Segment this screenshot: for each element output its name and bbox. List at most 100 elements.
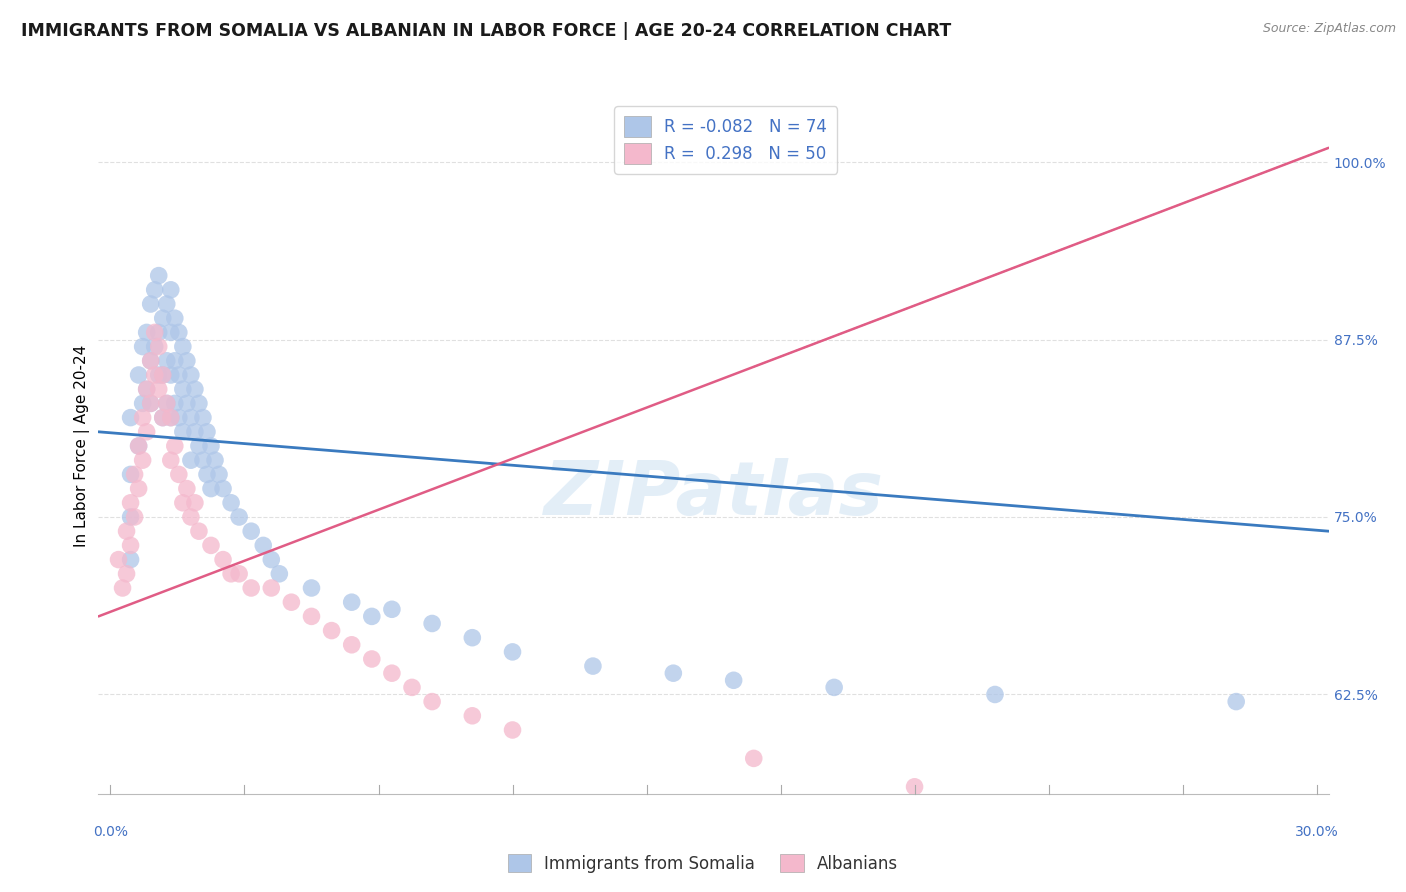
Point (159, 326, 181, 340)
Point (159, 368, 181, 382)
Point (124, 510, 146, 524)
Point (139, 396, 162, 410)
Point (131, 340, 153, 354)
Point (260, 581, 283, 595)
Point (176, 396, 198, 410)
Point (461, 708, 484, 723)
Point (156, 396, 179, 410)
Point (172, 496, 194, 510)
Point (111, 581, 134, 595)
Point (401, 681, 423, 695)
Point (159, 410, 181, 425)
Point (143, 368, 166, 382)
Point (228, 566, 250, 581)
Point (191, 410, 214, 425)
Point (461, 631, 484, 645)
Point (163, 353, 186, 368)
Point (187, 396, 209, 410)
Point (115, 566, 138, 581)
Point (120, 510, 142, 524)
Point (172, 340, 194, 354)
Point (212, 552, 235, 566)
Point (120, 552, 142, 566)
Point (167, 410, 190, 425)
Point (143, 283, 166, 297)
Point (128, 439, 150, 453)
Point (135, 382, 157, 396)
Point (120, 496, 142, 510)
Point (167, 467, 190, 482)
Point (180, 368, 202, 382)
Point (128, 482, 150, 496)
Point (172, 425, 194, 439)
Point (321, 624, 343, 638)
Point (200, 482, 222, 496)
Point (723, 673, 745, 688)
Point (180, 410, 202, 425)
Point (184, 425, 207, 439)
Point (360, 652, 382, 666)
Point (200, 538, 222, 552)
Text: 0.0%: 0.0% (93, 825, 128, 839)
Point (143, 340, 166, 354)
Point (200, 439, 222, 453)
Point (135, 326, 157, 340)
Point (984, 688, 1007, 702)
Point (340, 595, 363, 609)
Point (240, 581, 263, 595)
Point (176, 353, 198, 368)
Point (360, 609, 382, 624)
Point (662, 666, 685, 681)
Point (148, 268, 170, 283)
Point (269, 566, 291, 581)
Point (148, 340, 170, 354)
Text: 30.0%: 30.0% (1295, 825, 1339, 839)
Point (195, 425, 218, 439)
Point (156, 297, 179, 311)
Point (152, 368, 174, 382)
Point (582, 659, 605, 673)
Point (301, 581, 323, 595)
Point (240, 524, 263, 539)
Point (301, 609, 323, 624)
Point (159, 283, 181, 297)
Point (191, 453, 214, 467)
Point (742, 751, 765, 765)
Point (163, 439, 186, 453)
Legend: Immigrants from Somalia, Albanians: Immigrants from Somalia, Albanians (501, 847, 905, 880)
Legend: R = -0.082   N = 74, R =  0.298   N = 50: R = -0.082 N = 74, R = 0.298 N = 50 (614, 106, 838, 174)
Point (139, 353, 162, 368)
Point (195, 467, 218, 482)
Point (152, 311, 174, 326)
Point (260, 552, 283, 566)
Point (204, 453, 226, 467)
Point (139, 353, 162, 368)
Point (340, 638, 363, 652)
Point (128, 439, 150, 453)
Point (159, 453, 181, 467)
Point (187, 524, 209, 539)
Point (184, 496, 207, 510)
Point (128, 368, 150, 382)
Point (135, 382, 157, 396)
Point (152, 368, 174, 382)
Point (219, 566, 242, 581)
Point (420, 616, 443, 631)
Point (163, 396, 186, 410)
Point (212, 482, 235, 496)
Point (148, 326, 170, 340)
Point (148, 382, 170, 396)
Point (208, 467, 231, 482)
Point (219, 496, 242, 510)
Point (156, 396, 179, 410)
Point (107, 552, 129, 566)
Point (381, 602, 404, 616)
Point (143, 326, 166, 340)
Text: IMMIGRANTS FROM SOMALIA VS ALBANIAN IN LABOR FORCE | AGE 20-24 CORRELATION CHART: IMMIGRANTS FROM SOMALIA VS ALBANIAN IN L… (21, 22, 952, 40)
Point (176, 482, 198, 496)
Point (1225, 695, 1247, 709)
Point (156, 353, 179, 368)
Point (167, 326, 190, 340)
Point (120, 538, 142, 552)
Point (903, 780, 925, 794)
